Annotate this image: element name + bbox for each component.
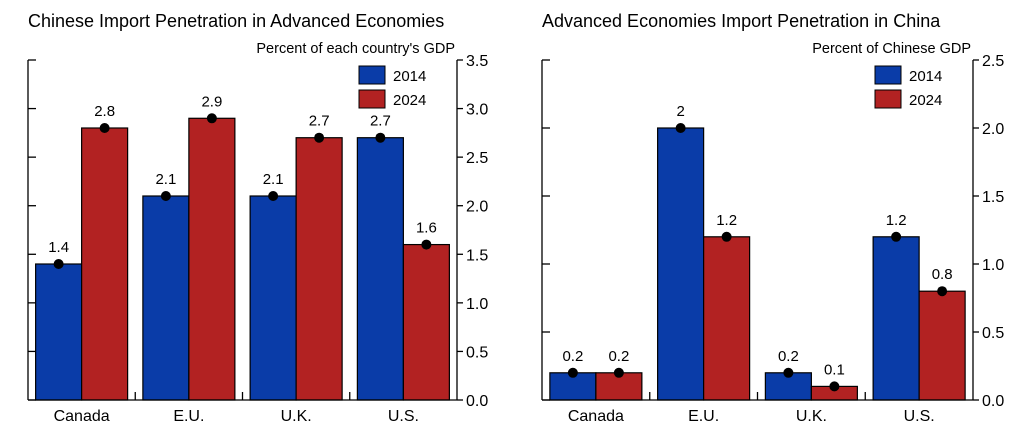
bar-2014-uk bbox=[249, 195, 297, 401]
data-label: 2.9 bbox=[201, 93, 222, 110]
chart-panel-1: Chinese Import Penetration in Advanced E… bbox=[27, 11, 488, 425]
data-point-marker bbox=[53, 259, 64, 269]
data-label: 2.7 bbox=[309, 113, 330, 130]
bar-2014-eu bbox=[142, 195, 190, 401]
data-point-marker bbox=[375, 132, 386, 143]
legend-swatch-2014 bbox=[358, 65, 386, 85]
data-point-marker bbox=[721, 231, 732, 242]
data-point-marker bbox=[613, 367, 624, 378]
data-label: 0.8 bbox=[932, 266, 953, 283]
legend-swatch-2024 bbox=[874, 89, 902, 109]
legend-swatch-2024 bbox=[358, 89, 386, 109]
x-category-label: U.K. bbox=[796, 408, 827, 425]
data-label: 1.2 bbox=[886, 212, 907, 229]
bar-2024-uk bbox=[295, 137, 343, 401]
data-point-marker bbox=[829, 381, 840, 392]
legend-label: 2024 bbox=[909, 92, 942, 109]
y-tick-label: 3.5 bbox=[466, 53, 488, 70]
x-category-label: U.S. bbox=[904, 408, 935, 425]
data-label: 0.1 bbox=[824, 361, 845, 378]
chart-panel-2: Advanced Economies Import Penetration in… bbox=[541, 11, 1004, 425]
data-point-marker bbox=[891, 231, 902, 242]
data-label: 0.2 bbox=[608, 348, 629, 365]
data-point-marker bbox=[783, 367, 794, 378]
data-label: 2.8 bbox=[94, 103, 115, 120]
data-label: 1.2 bbox=[716, 212, 737, 229]
bar-2014-us bbox=[356, 137, 404, 401]
x-category-label: U.K. bbox=[281, 408, 312, 425]
x-category-label: U.S. bbox=[388, 408, 419, 425]
y-tick-label: 1.5 bbox=[982, 189, 1004, 206]
data-label: 1.4 bbox=[48, 239, 69, 256]
data-label: 1.6 bbox=[416, 220, 437, 237]
data-point-marker bbox=[160, 191, 171, 201]
data-point-marker bbox=[314, 132, 325, 143]
y-tick-label: 2.5 bbox=[466, 150, 488, 167]
data-label: 2 bbox=[676, 103, 684, 120]
bar-2024-canada bbox=[81, 127, 129, 401]
y-tick-label: 2.5 bbox=[982, 53, 1004, 70]
data-point-marker bbox=[206, 113, 217, 124]
data-label: 2.1 bbox=[263, 171, 284, 188]
y-tick-label: 2.0 bbox=[466, 199, 488, 216]
chart-title: Advanced Economies Import Penetration in… bbox=[542, 11, 941, 31]
data-point-marker bbox=[675, 123, 686, 133]
bar-2024-eu bbox=[703, 236, 751, 401]
x-category-label: E.U. bbox=[688, 408, 719, 425]
bar-2014-us bbox=[872, 236, 920, 401]
legend-label: 2014 bbox=[909, 68, 942, 85]
bar-2024-us bbox=[918, 290, 966, 401]
y-tick-label: 1.5 bbox=[466, 247, 488, 264]
data-label: 2.1 bbox=[155, 171, 176, 188]
data-point-marker bbox=[937, 286, 948, 297]
legend-swatch-2014 bbox=[874, 65, 902, 85]
data-label: 0.2 bbox=[562, 348, 583, 365]
x-category-label: Canada bbox=[54, 408, 110, 425]
y-tick-label: 1.0 bbox=[982, 257, 1004, 274]
y-tick-label: 0.5 bbox=[982, 325, 1004, 342]
data-label: 2.7 bbox=[370, 113, 391, 130]
chart-title: Chinese Import Penetration in Advanced E… bbox=[28, 11, 444, 31]
data-point-marker bbox=[567, 367, 578, 378]
y-tick-label: 0.0 bbox=[466, 393, 488, 410]
bar-2024-eu bbox=[188, 117, 236, 401]
bar-2014-eu bbox=[657, 127, 705, 401]
y-axis-unit-label: Percent of each country's GDP bbox=[256, 41, 455, 57]
data-point-marker bbox=[421, 239, 432, 250]
x-category-label: E.U. bbox=[173, 408, 204, 425]
bar-2024-us bbox=[402, 243, 450, 401]
data-point-marker bbox=[268, 191, 279, 201]
x-category-label: Canada bbox=[568, 408, 624, 425]
y-tick-label: 2.0 bbox=[982, 121, 1004, 138]
legend-label: 2014 bbox=[393, 68, 426, 85]
y-tick-label: 1.0 bbox=[466, 296, 488, 313]
y-tick-label: 3.0 bbox=[466, 102, 488, 119]
data-point-marker bbox=[99, 123, 110, 133]
y-tick-label: 0.0 bbox=[982, 393, 1004, 410]
data-label: 0.2 bbox=[778, 348, 799, 365]
y-tick-label: 0.5 bbox=[466, 344, 488, 361]
legend-label: 2024 bbox=[393, 92, 426, 109]
bar-2014-canada bbox=[35, 263, 83, 401]
y-axis-unit-label: Percent of Chinese GDP bbox=[812, 41, 971, 57]
